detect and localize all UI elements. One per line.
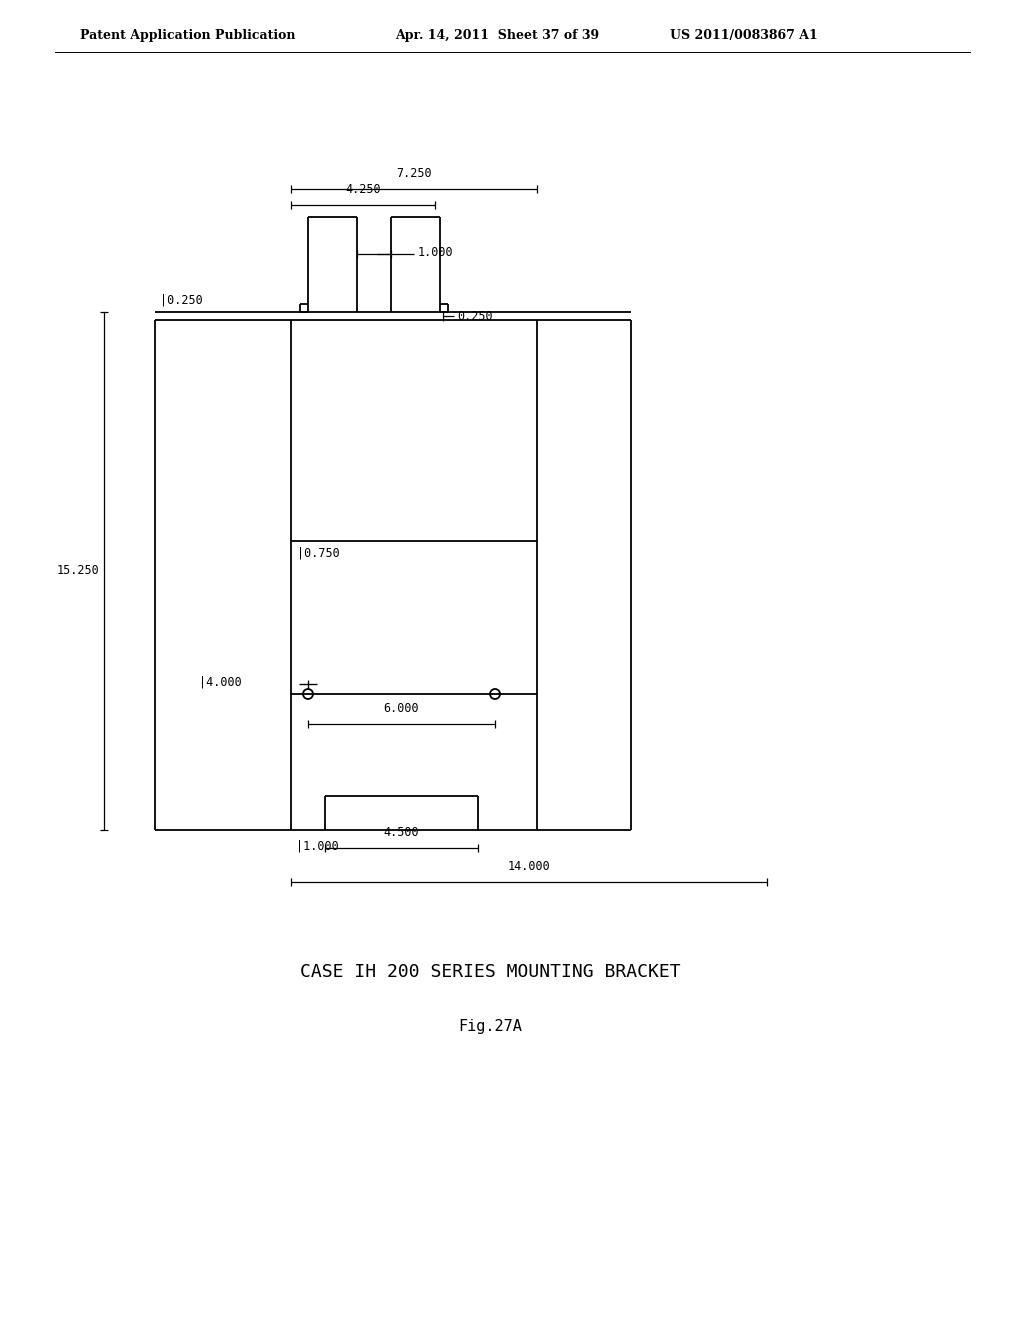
Text: US 2011/0083867 A1: US 2011/0083867 A1 — [670, 29, 818, 41]
Text: 6.000: 6.000 — [384, 702, 419, 715]
Text: CASE IH 200 SERIES MOUNTING BRACKET: CASE IH 200 SERIES MOUNTING BRACKET — [300, 964, 680, 981]
Text: 4.500: 4.500 — [384, 826, 419, 840]
Text: |1.000: |1.000 — [296, 840, 339, 853]
Text: 1.000: 1.000 — [418, 246, 454, 259]
Text: |4.000: |4.000 — [199, 675, 242, 688]
Text: 0.250: 0.250 — [457, 309, 493, 322]
Text: 4.250: 4.250 — [345, 183, 381, 195]
Text: |0.250: |0.250 — [160, 293, 203, 306]
Text: 7.250: 7.250 — [396, 168, 432, 180]
Text: 15.250: 15.250 — [56, 565, 99, 578]
Text: Fig.27A: Fig.27A — [458, 1019, 522, 1034]
Text: |0.750: |0.750 — [297, 546, 340, 560]
Text: Patent Application Publication: Patent Application Publication — [80, 29, 296, 41]
Text: 14.000: 14.000 — [508, 861, 550, 873]
Text: Apr. 14, 2011  Sheet 37 of 39: Apr. 14, 2011 Sheet 37 of 39 — [395, 29, 599, 41]
